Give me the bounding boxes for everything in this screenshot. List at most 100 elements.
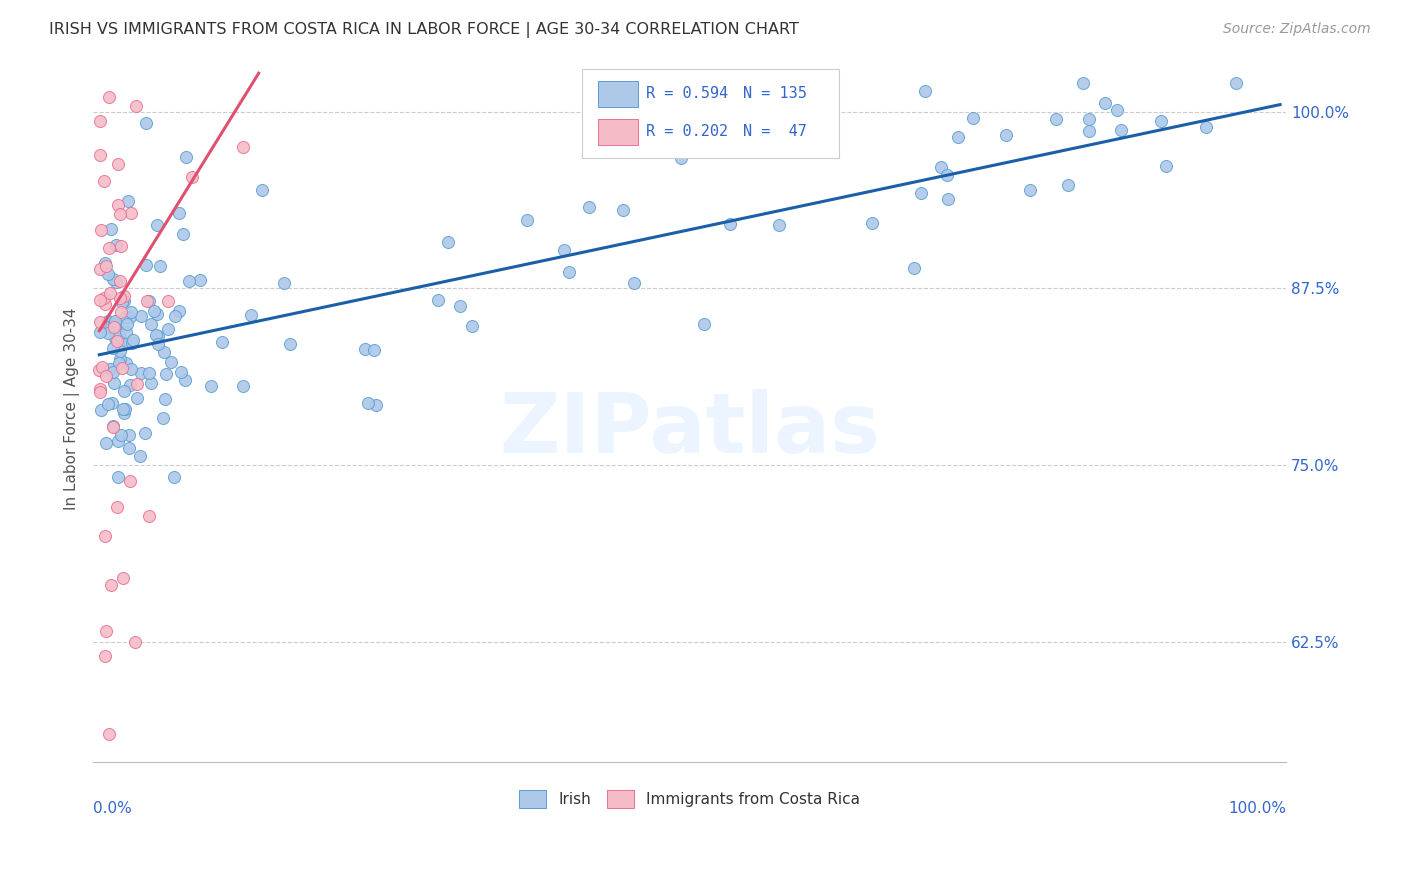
Point	[149, 259, 172, 273]
Point	[936, 192, 959, 206]
Point	[278, 337, 301, 351]
Point	[103, 272, 125, 286]
Point	[160, 355, 183, 369]
Point	[103, 331, 125, 345]
Point	[110, 343, 132, 358]
Point	[134, 425, 156, 440]
Point	[103, 376, 125, 391]
Point	[105, 275, 128, 289]
Point	[93, 291, 115, 305]
Point	[103, 317, 125, 331]
Point	[118, 427, 141, 442]
Point	[363, 343, 385, 357]
Point	[118, 310, 141, 324]
Point	[155, 368, 177, 382]
Point	[623, 276, 645, 290]
Point	[101, 419, 124, 434]
Point	[768, 219, 790, 233]
Point	[946, 130, 969, 145]
Point	[139, 317, 162, 331]
Point	[105, 334, 128, 348]
Point	[112, 406, 135, 420]
Point	[693, 317, 716, 331]
Point	[117, 194, 139, 208]
Point	[101, 341, 124, 355]
Point	[146, 307, 169, 321]
Point	[903, 261, 925, 276]
Point	[114, 310, 136, 325]
Point	[112, 289, 135, 303]
Point	[129, 309, 152, 323]
Point	[100, 578, 122, 592]
Point	[89, 315, 111, 329]
Point	[111, 571, 134, 585]
Point	[682, 140, 704, 154]
Point	[163, 470, 186, 484]
Point	[128, 449, 150, 463]
Point	[107, 469, 129, 483]
Point	[240, 308, 263, 322]
Point	[100, 319, 122, 334]
Point	[120, 475, 142, 489]
Point	[103, 365, 125, 379]
Point	[104, 319, 127, 334]
Point	[111, 294, 134, 309]
Text: N = 135: N = 135	[744, 86, 807, 101]
Point	[962, 111, 984, 125]
Point	[90, 360, 112, 375]
Text: Source: ZipAtlas.com: Source: ZipAtlas.com	[1223, 22, 1371, 37]
Point	[90, 402, 112, 417]
Point	[115, 336, 138, 351]
Point	[107, 356, 129, 370]
Point	[353, 343, 375, 357]
Point	[146, 337, 169, 351]
Point	[138, 293, 160, 308]
Point	[89, 262, 111, 277]
Point	[118, 441, 141, 455]
Point	[200, 379, 222, 393]
Point	[90, 223, 112, 237]
Point	[994, 128, 1017, 142]
Point	[436, 235, 458, 250]
FancyBboxPatch shape	[598, 80, 638, 107]
Point	[97, 314, 120, 328]
Point	[103, 320, 125, 334]
Point	[1078, 112, 1101, 126]
Point	[1150, 114, 1173, 128]
Text: 0.0%: 0.0%	[93, 801, 132, 815]
Point	[89, 363, 111, 377]
Point	[558, 265, 581, 279]
Point	[94, 624, 117, 638]
Point	[364, 398, 387, 412]
Point	[120, 361, 142, 376]
Point	[139, 376, 162, 391]
FancyBboxPatch shape	[598, 119, 638, 145]
Point	[1225, 77, 1247, 91]
Point	[111, 361, 134, 376]
Point	[103, 418, 125, 433]
Point	[121, 206, 143, 220]
Point	[121, 336, 143, 351]
Point	[89, 325, 111, 339]
Point	[449, 299, 471, 313]
Point	[914, 84, 936, 98]
Point	[94, 368, 117, 383]
Point	[104, 313, 127, 327]
Point	[97, 726, 120, 740]
Point	[114, 356, 136, 370]
Point	[1056, 178, 1078, 192]
Point	[910, 186, 932, 200]
Point	[93, 174, 115, 188]
Point	[152, 411, 174, 425]
Text: N =  47: N = 47	[744, 124, 807, 139]
Y-axis label: In Labor Force | Age 30-34: In Labor Force | Age 30-34	[65, 307, 80, 509]
Point	[108, 334, 131, 349]
Point	[135, 115, 157, 129]
Point	[1078, 124, 1101, 138]
Point	[110, 304, 132, 318]
Point	[97, 320, 120, 334]
Point	[232, 379, 254, 393]
Point	[110, 239, 132, 253]
Point	[136, 293, 159, 308]
Point	[578, 200, 600, 214]
